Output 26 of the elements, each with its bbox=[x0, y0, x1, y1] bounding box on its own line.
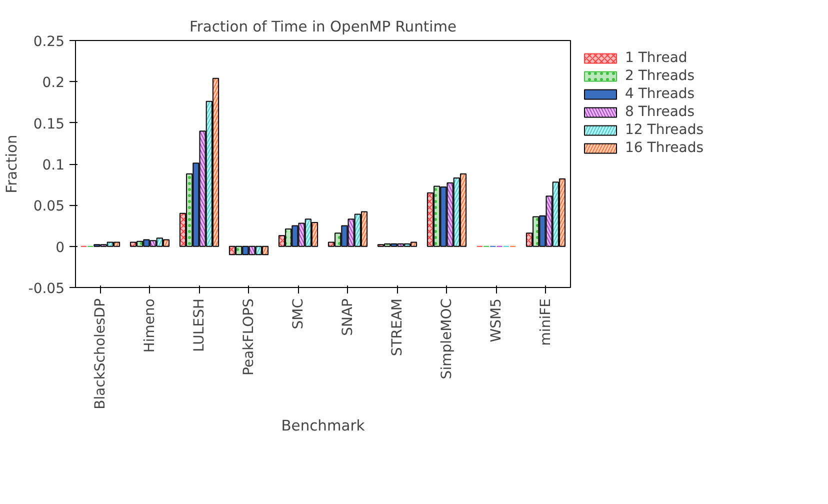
y-tick-label: 0.1 bbox=[42, 158, 64, 174]
y-axis-title: Fraction bbox=[3, 134, 20, 194]
chart-title: Fraction of Time in OpenMP Runtime bbox=[190, 18, 456, 36]
x-tick-label: PeakFLOPS bbox=[240, 298, 257, 376]
legend-label: 4 Threads bbox=[625, 86, 695, 102]
x-tick-label: SNAP bbox=[340, 298, 356, 336]
legend-label: 8 Threads bbox=[625, 104, 695, 120]
y-tick-label: 0.25 bbox=[33, 34, 64, 50]
x-tick-label: LULESH bbox=[191, 298, 208, 352]
x-tick-label: SimpleMOC bbox=[438, 298, 455, 380]
x-tick-label: Himeno bbox=[142, 298, 158, 353]
y-tick-label: -0.05 bbox=[28, 281, 65, 297]
x-tick-label: SMC bbox=[290, 298, 306, 330]
legend-label: 2 Threads bbox=[625, 68, 695, 84]
x-tick-label: STREAM bbox=[389, 298, 406, 356]
y-tick-label: 0.05 bbox=[33, 198, 64, 215]
x-tick-label: miniFE bbox=[538, 298, 554, 346]
y-tick-label: 0.2 bbox=[42, 75, 64, 92]
legend-label: 1 Thread bbox=[625, 50, 688, 66]
x-axis-title: Benchmark bbox=[281, 417, 366, 434]
legend-label: 16 Threads bbox=[625, 140, 704, 156]
x-tick-label: BlackScholesDP bbox=[92, 298, 108, 410]
y-tick-label: 0.15 bbox=[33, 116, 64, 132]
x-tick-label: WSM5 bbox=[488, 298, 504, 342]
y-tick-label: 0 bbox=[56, 240, 65, 256]
legend-label: 12 Threads bbox=[625, 122, 704, 138]
